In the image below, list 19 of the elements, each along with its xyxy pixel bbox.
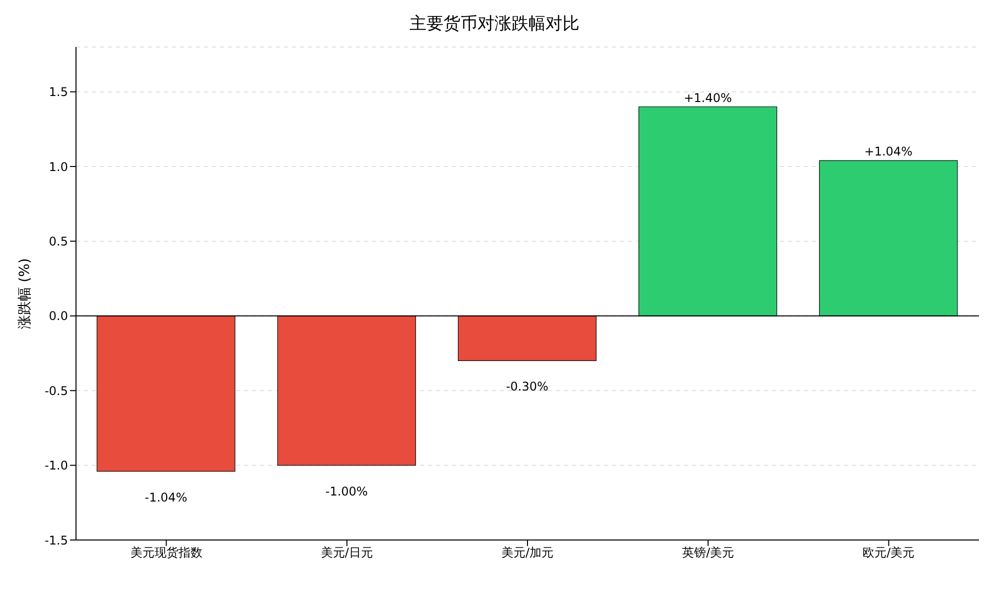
data-label: +1.40% [684,90,732,105]
y-tick-label: -1.0 [44,458,68,473]
y-tick-label: 1.0 [48,160,68,174]
y-tick-label: -0.5 [44,384,68,398]
y-tick-label: 0.0 [48,309,68,324]
data-label: -1.00% [325,484,368,498]
data-label: +1.04% [864,144,912,159]
y-axis-title: 涨跌幅 (%) [16,258,33,329]
y-tick-label: -1.5 [44,533,68,548]
x-tick-label: 美元/日元 [320,546,373,560]
x-tick-label: 欧元/美元 [862,546,915,560]
data-label: -1.04% [144,490,188,504]
x-tick-label: 英镑/美元 [682,546,734,560]
x-tick-label: 美元/加元 [501,546,554,560]
x-tick-label: 美元现货指数 [130,546,202,560]
data-label: -0.30% [506,380,548,394]
y-tick-label: 1.5 [48,85,68,100]
y-tick-label: 0.5 [48,234,68,248]
chart-title: 主要货币对涨跌幅对比 [408,13,580,36]
